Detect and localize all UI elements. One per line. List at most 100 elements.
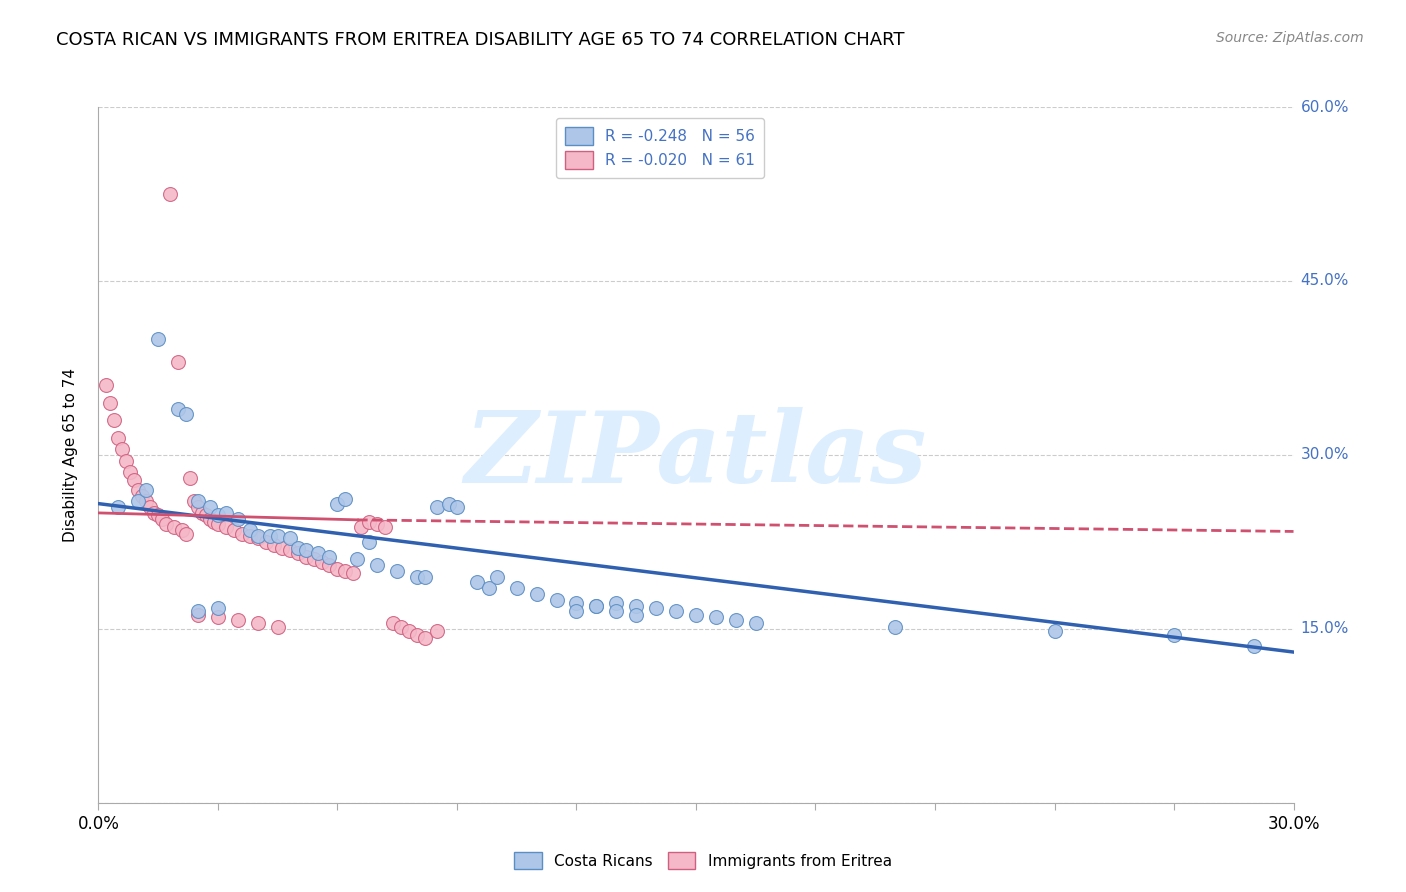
- Point: [167, 355, 190, 369]
- Point: [115, 453, 138, 467]
- Point: [135, 494, 157, 508]
- Point: [506, 582, 529, 596]
- Point: [546, 592, 568, 607]
- Point: [135, 483, 157, 497]
- Point: [294, 549, 316, 564]
- Point: [172, 523, 194, 537]
- Point: [278, 532, 301, 546]
- Point: [215, 520, 238, 534]
- Point: [426, 624, 449, 639]
- Text: ZIPatlas: ZIPatlas: [465, 407, 927, 503]
- Point: [127, 494, 149, 508]
- Text: Source: ZipAtlas.com: Source: ZipAtlas.com: [1216, 31, 1364, 45]
- Point: [437, 497, 460, 511]
- Point: [1043, 624, 1066, 639]
- Point: [215, 506, 238, 520]
- Point: [294, 543, 316, 558]
- Point: [665, 605, 688, 619]
- Point: [385, 564, 409, 578]
- Point: [745, 615, 768, 630]
- Point: [124, 474, 146, 488]
- Point: [413, 569, 436, 583]
- Point: [884, 619, 907, 633]
- Point: [202, 515, 225, 529]
- Point: [231, 526, 253, 541]
- Point: [565, 605, 588, 619]
- Point: [163, 520, 186, 534]
- Point: [187, 607, 209, 622]
- Point: [287, 541, 309, 555]
- Point: [207, 517, 229, 532]
- Legend: R = -0.248   N = 56, R = -0.020   N = 61: R = -0.248 N = 56, R = -0.020 N = 61: [557, 118, 763, 178]
- Point: [585, 599, 607, 613]
- Point: [246, 615, 269, 630]
- Point: [226, 511, 249, 525]
- Point: [335, 564, 357, 578]
- Point: [685, 607, 707, 622]
- Point: [183, 494, 205, 508]
- Point: [478, 582, 501, 596]
- Point: [207, 508, 229, 523]
- Point: [374, 520, 396, 534]
- Point: [107, 430, 129, 444]
- Point: [226, 613, 249, 627]
- Point: [350, 520, 373, 534]
- Point: [159, 186, 181, 201]
- Point: [318, 549, 340, 564]
- Point: [446, 500, 468, 514]
- Point: [270, 541, 292, 555]
- Point: [167, 401, 190, 416]
- Point: [254, 534, 277, 549]
- Point: [426, 500, 449, 514]
- Point: [398, 624, 420, 639]
- Point: [239, 529, 262, 543]
- Point: [318, 558, 340, 573]
- Point: [267, 529, 290, 543]
- Point: [198, 500, 221, 514]
- Point: [1163, 628, 1185, 642]
- Point: [139, 500, 162, 514]
- Point: [565, 596, 588, 610]
- Point: [724, 613, 747, 627]
- Point: [307, 546, 329, 561]
- Point: [239, 523, 262, 537]
- Point: [148, 508, 170, 523]
- Point: [127, 483, 149, 497]
- Point: [278, 543, 301, 558]
- Point: [131, 489, 153, 503]
- Point: [624, 599, 647, 613]
- Point: [194, 508, 218, 523]
- Point: [389, 619, 412, 633]
- Point: [406, 569, 429, 583]
- Point: [174, 526, 197, 541]
- Point: [98, 396, 122, 410]
- Y-axis label: Disability Age 65 to 74: Disability Age 65 to 74: [63, 368, 77, 542]
- Point: [107, 500, 129, 514]
- Point: [326, 561, 349, 575]
- Point: [148, 332, 170, 346]
- Text: COSTA RICAN VS IMMIGRANTS FROM ERITREA DISABILITY AGE 65 TO 74 CORRELATION CHART: COSTA RICAN VS IMMIGRANTS FROM ERITREA D…: [56, 31, 904, 49]
- Point: [359, 515, 381, 529]
- Point: [207, 610, 229, 624]
- Point: [485, 569, 508, 583]
- Point: [645, 601, 668, 615]
- Text: 45.0%: 45.0%: [1301, 274, 1348, 288]
- Point: [191, 506, 214, 520]
- Point: [704, 610, 727, 624]
- Point: [222, 523, 245, 537]
- Point: [246, 529, 269, 543]
- Legend: Costa Ricans, Immigrants from Eritrea: Costa Ricans, Immigrants from Eritrea: [508, 846, 898, 875]
- Point: [187, 605, 209, 619]
- Point: [267, 619, 290, 633]
- Text: 15.0%: 15.0%: [1301, 622, 1348, 636]
- Point: [179, 471, 201, 485]
- Point: [120, 466, 142, 480]
- Point: [155, 517, 177, 532]
- Point: [342, 566, 364, 581]
- Point: [465, 575, 488, 590]
- Text: 60.0%: 60.0%: [1301, 100, 1348, 114]
- Point: [624, 607, 647, 622]
- Point: [207, 601, 229, 615]
- Point: [605, 596, 627, 610]
- Point: [198, 511, 221, 525]
